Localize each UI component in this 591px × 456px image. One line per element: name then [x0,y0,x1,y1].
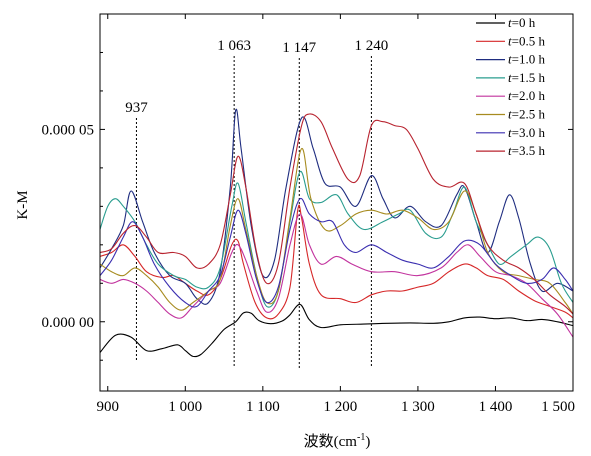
legend-label-0: t=0 h [508,15,536,30]
legend-label-4: t=2.0 h [508,88,545,103]
series-line-5 [100,148,573,315]
peak-label-2: 1 147 [282,40,316,56]
x-tick-label-3: 1 200 [324,399,358,415]
peak-label-0: 937 [125,100,148,116]
peak-annotations: 937 1 063 1 147 1 240 [125,38,388,116]
legend-label-7: t=3.5 h [508,143,545,158]
x-tick-label-4: 1 300 [401,399,435,415]
legend: t=0 h t=0.5 h t=1.0 h t=1.5 h t=2.0 h t=2.5 h… [476,15,545,158]
x-tick-label-6: 1 500 [541,399,575,415]
x-tick-label-5: 1 400 [479,399,513,415]
axis-ticks: 900 1 000 1 100 1 200 1 300 1 400 1 500 0.000 0… [42,14,575,415]
series-line-7 [100,113,573,315]
series-line-0 [100,303,573,358]
series-lines [100,108,573,358]
series-line-3 [100,171,573,308]
series-line-1 [100,204,573,320]
x-tick-label-2: 1 100 [246,399,280,415]
peak-label-3: 1 240 [355,38,389,54]
legend-label-6: t=3.0 h [508,125,545,140]
annotation-lines [135,56,372,370]
y-axis-label: K-M [15,190,31,219]
legend-label-3: t=1.5 h [508,70,545,85]
series-line-4 [100,213,573,338]
series-line-6 [100,197,573,308]
y-tick-label-1: 0.000 05 [42,122,95,138]
legend-label-5: t=2.5 h [508,107,545,122]
x-tick-label-1: 1 000 [168,399,202,415]
plot-frame [99,13,574,392]
legend-label-2: t=1.0 h [508,52,545,67]
y-tick-label-0: 0.000 00 [42,315,95,331]
legend-label-1: t=0.5 h [508,33,545,48]
peak-label-1: 1 063 [217,38,251,54]
x-tick-label-0: 900 [97,399,120,415]
series-line-2 [100,108,573,305]
x-axis-label: 波数(cm-1) [304,432,371,450]
